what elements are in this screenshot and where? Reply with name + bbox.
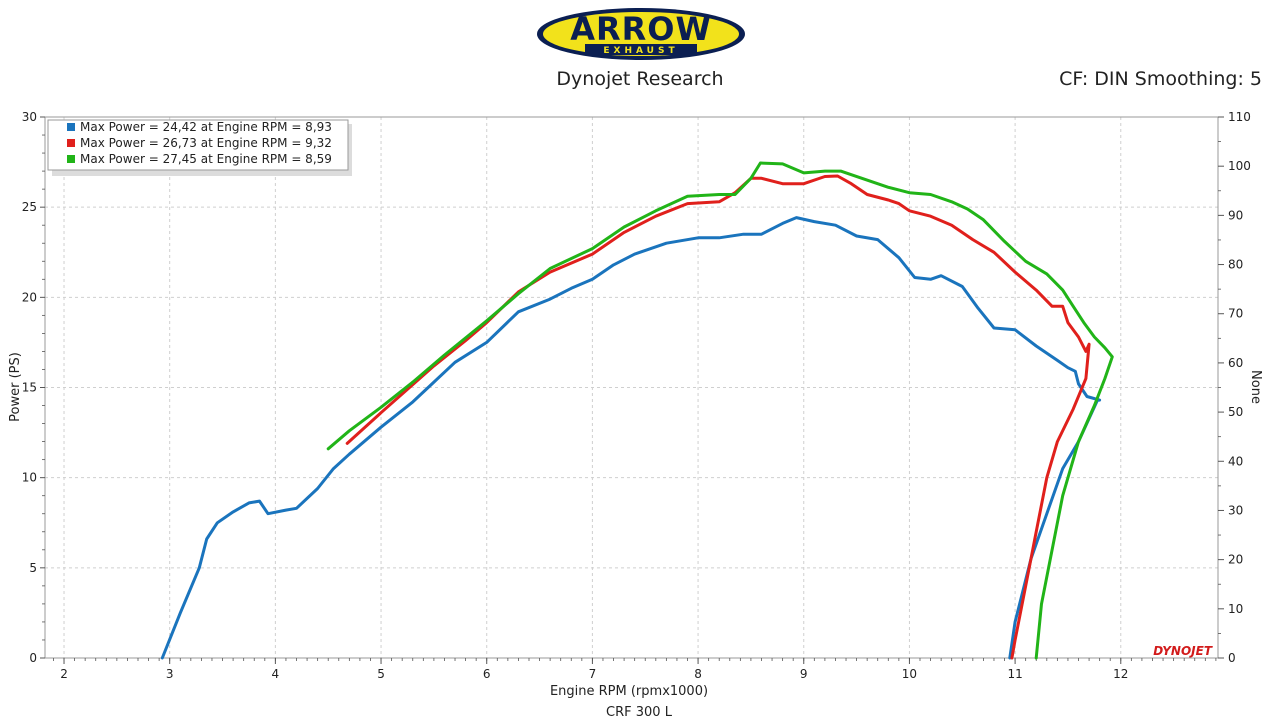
arrow-exhaust-logo: ARROW EXHAUST <box>537 8 745 60</box>
y-tick-label: 5 <box>29 561 37 575</box>
y-tick-label: 25 <box>22 200 37 214</box>
y2-axis-label: None <box>1248 370 1263 404</box>
y2-tick-label: 30 <box>1228 503 1243 517</box>
y2-tick-label: 90 <box>1228 208 1243 222</box>
dynojet-watermark: DYNOJET <box>1153 644 1213 658</box>
legend-entry-red: Max Power = 26,73 at Engine RPM = 9,32 <box>80 136 332 150</box>
chart-title: Dynojet Research <box>556 68 724 90</box>
y2-tick-label: 20 <box>1228 553 1243 567</box>
chart-caption: CRF 300 L <box>606 705 673 720</box>
grid-lines <box>45 117 1218 658</box>
y-tick-label: 30 <box>22 110 37 124</box>
x-tick-label: 4 <box>272 667 280 681</box>
legend-swatch-green <box>67 155 75 163</box>
x-tick-label: 3 <box>166 667 174 681</box>
x-tick-label: 2 <box>60 667 68 681</box>
x-tick-label: 5 <box>377 667 385 681</box>
x-tick-label: 6 <box>483 667 491 681</box>
legend-entry-green: Max Power = 27,45 at Engine RPM = 8,59 <box>80 152 332 166</box>
logo-sub-text: EXHAUST <box>603 46 678 56</box>
x-tick-label: 11 <box>1007 667 1022 681</box>
y2-tick-label: 100 <box>1228 159 1251 173</box>
x-tick-label: 10 <box>902 667 917 681</box>
x-axis-label: Engine RPM (rpmx1000) <box>550 684 708 699</box>
y2-tick-label: 70 <box>1228 307 1243 321</box>
x-tick-label: 8 <box>694 667 702 681</box>
y2-tick-label: 110 <box>1228 110 1251 124</box>
series-line-green <box>326 161 1114 660</box>
x-tick-label: 9 <box>800 667 808 681</box>
y2-tick-label: 80 <box>1228 258 1243 272</box>
legend-entry-blue: Max Power = 24,42 at Engine RPM = 8,93 <box>80 120 332 134</box>
y-tick-label: 20 <box>22 290 37 304</box>
x-tick-label: 12 <box>1113 667 1128 681</box>
axes: 2 3 4 5 6 7 8 9 10 11 12 0 5 10 15 20 25 30 0 10 20 30 40 50 60 7… <box>22 110 1251 681</box>
y-tick-label: 10 <box>22 471 37 485</box>
y-tick-label: 0 <box>29 651 37 665</box>
legend-swatch-blue <box>67 123 75 131</box>
legend-swatch-red <box>67 139 75 147</box>
cf-smoothing-label: CF: DIN Smoothing: 5 <box>1059 68 1262 90</box>
y2-tick-label: 0 <box>1228 651 1236 665</box>
y-axis-label: Power (PS) <box>8 352 23 422</box>
y2-tick-label: 60 <box>1228 356 1243 370</box>
x-tick-label: 7 <box>589 667 597 681</box>
y-tick-label: 15 <box>22 381 37 395</box>
series-line-blue <box>160 216 1102 660</box>
legend: Max Power = 24,42 at Engine RPM = 8,93 Ma… <box>47 119 352 176</box>
y2-tick-label: 50 <box>1228 405 1243 419</box>
y2-tick-label: 10 <box>1228 602 1243 616</box>
series-line-red <box>345 174 1091 660</box>
series-lines <box>160 161 1114 660</box>
legend-box <box>47 119 349 171</box>
y2-tick-label: 40 <box>1228 454 1243 468</box>
logo-brand-text: ARROW <box>570 10 712 48</box>
